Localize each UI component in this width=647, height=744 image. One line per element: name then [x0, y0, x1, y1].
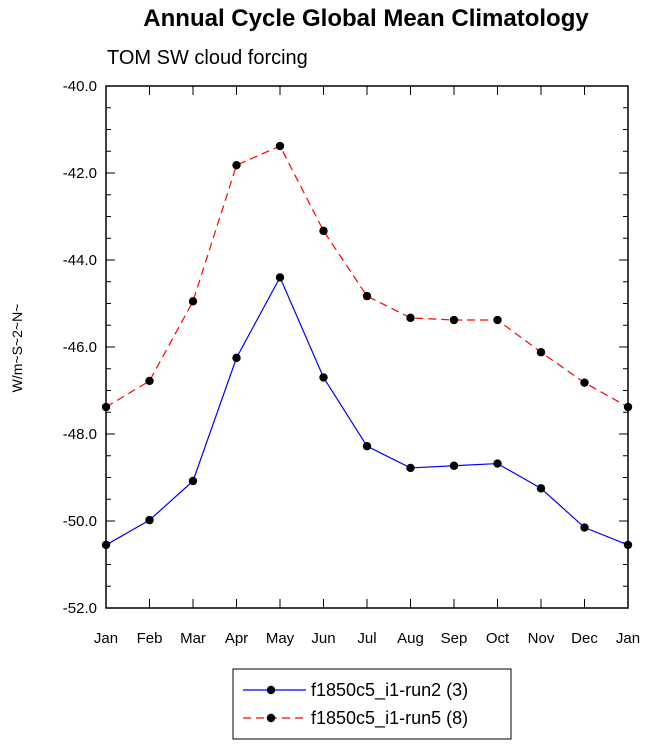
- data-point: [275, 273, 285, 282]
- data-point: [623, 540, 633, 550]
- x-tick-label: Aug: [397, 630, 424, 647]
- data-point: [493, 459, 502, 468]
- data-point: [188, 476, 198, 486]
- series-line: [105, 145, 629, 408]
- series-2: [101, 141, 633, 412]
- x-tick-label: Feb: [137, 630, 163, 647]
- x-tick-label: Jun: [311, 630, 335, 647]
- plot-frame: [105, 85, 629, 609]
- data-point: [145, 376, 154, 386]
- data-point: [580, 523, 589, 532]
- data-point: [406, 463, 415, 473]
- x-tick-label: Jan: [616, 630, 640, 647]
- data-point: [232, 353, 241, 363]
- series-1: [101, 273, 633, 550]
- data-point: [362, 441, 372, 451]
- chart-title: Annual Cycle Global Mean Climatology: [143, 5, 589, 32]
- x-tick-label: Dec: [571, 630, 598, 647]
- data-point: [101, 540, 111, 550]
- legend-marker-1: [266, 685, 276, 695]
- data-point: [623, 402, 633, 412]
- data-point: [188, 297, 198, 306]
- x-tick-label: Oct: [486, 630, 510, 647]
- data-point: [362, 291, 372, 301]
- data-point: [406, 313, 415, 323]
- legend-label-1: f1850c5_i1-run2 (3): [311, 680, 468, 701]
- data-point: [580, 378, 589, 387]
- x-tick-label: Nov: [528, 630, 555, 647]
- data-point: [101, 402, 111, 412]
- y-tick-label: -50.0: [63, 513, 97, 530]
- x-tick-label: Jan: [94, 630, 118, 647]
- x-tick-label: Sep: [441, 630, 468, 647]
- data-point: [319, 226, 328, 236]
- data-point: [232, 160, 241, 170]
- x-tick-label: Mar: [180, 630, 206, 647]
- legend-marker-2: [266, 713, 276, 723]
- data-point: [493, 315, 502, 325]
- chart-subtitle: TOM SW cloud forcing: [107, 47, 308, 69]
- y-tick-label: -48.0: [63, 426, 97, 443]
- legend-box: [232, 668, 512, 740]
- y-tick-label: -44.0: [63, 252, 97, 269]
- y-axis-label: W/m~S~2~N~: [9, 304, 25, 393]
- y-tick-label: -42.0: [63, 165, 97, 182]
- x-tick-label: Jul: [357, 630, 376, 647]
- data-point: [536, 484, 546, 493]
- y-tick-label: -46.0: [63, 339, 97, 356]
- data-point: [449, 461, 459, 470]
- x-tick-label: May: [266, 630, 295, 647]
- data-point: [319, 373, 328, 382]
- y-tick-label: -52.0: [63, 600, 97, 617]
- x-tick-label: Apr: [225, 630, 248, 647]
- data-point: [449, 315, 459, 325]
- data-point: [145, 515, 154, 525]
- legend-label-2: f1850c5_i1-run5 (8): [311, 708, 468, 729]
- data-point: [275, 141, 285, 151]
- y-tick-label: -40.0: [63, 78, 97, 95]
- data-point: [536, 348, 546, 357]
